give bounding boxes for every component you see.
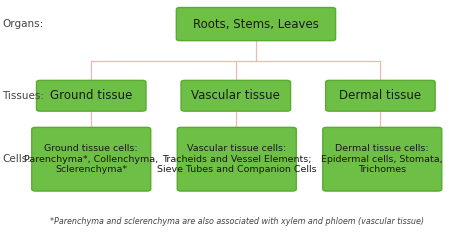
FancyBboxPatch shape <box>176 8 336 41</box>
FancyBboxPatch shape <box>326 80 435 111</box>
Text: Dermal tissue cells:
Epidermal cells, Stomata,
Trichomes: Dermal tissue cells: Epidermal cells, St… <box>321 144 443 174</box>
FancyBboxPatch shape <box>323 127 442 191</box>
FancyBboxPatch shape <box>32 127 151 191</box>
FancyBboxPatch shape <box>181 80 291 111</box>
Text: Organs:: Organs: <box>2 19 44 29</box>
Text: Ground tissue cells:
Parenchyma*, Collenchyma,
Sclerenchyma*: Ground tissue cells: Parenchyma*, Collen… <box>24 144 158 174</box>
Text: *Parenchyma and sclerenchyma are also associated with xylem and phloem (vascular: *Parenchyma and sclerenchyma are also as… <box>50 217 424 226</box>
FancyBboxPatch shape <box>36 80 146 111</box>
Text: Roots, Stems, Leaves: Roots, Stems, Leaves <box>193 18 319 31</box>
Text: Cells:: Cells: <box>2 154 31 164</box>
Text: Ground tissue: Ground tissue <box>50 89 132 102</box>
Text: Vascular tissue: Vascular tissue <box>191 89 280 102</box>
FancyBboxPatch shape <box>177 127 296 191</box>
Text: Dermal tissue: Dermal tissue <box>339 89 421 102</box>
Text: Vascular tissue cells:
Tracheids and Vessel Elements;
Sieve Tubes and Companion : Vascular tissue cells: Tracheids and Ves… <box>157 144 317 174</box>
Text: Tissues:: Tissues: <box>2 91 45 101</box>
